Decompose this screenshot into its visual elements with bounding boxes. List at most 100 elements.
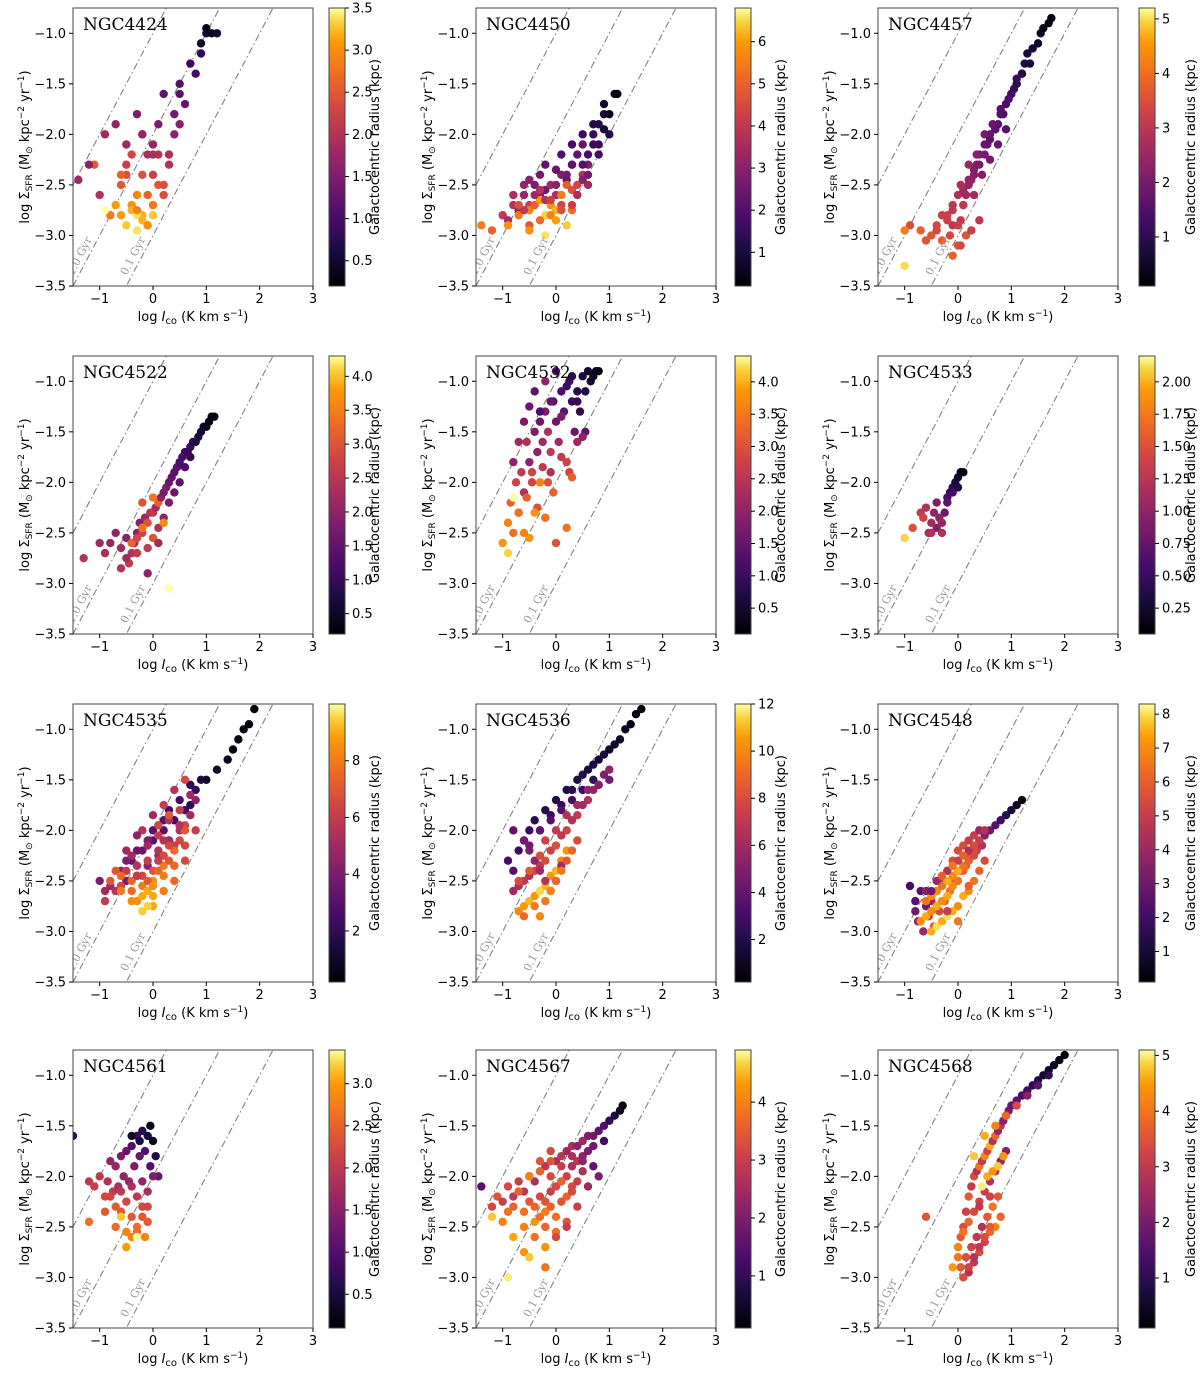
scatter-point (1001, 125, 1011, 134)
axes-frame (877, 355, 1119, 635)
colorbar-label: Galactocentric radius (kpc) (774, 59, 789, 235)
scatter-point (557, 412, 566, 421)
x-tick-label: 2 (256, 640, 264, 655)
scatter-point (122, 553, 131, 563)
scatter-point (106, 1157, 115, 1166)
y-tick-label: −1.0 (437, 723, 469, 738)
scatter-point (514, 200, 523, 210)
scatter-point (937, 236, 947, 245)
scatter-point (146, 1121, 155, 1131)
scatter-point (546, 871, 555, 881)
scatter-point (525, 826, 534, 835)
y-axis-label: log ΣSFR (M⊙ kpc−2 yr−1) (822, 766, 840, 919)
scatter-point (148, 881, 158, 891)
colorbar-tick-label: 6 (352, 811, 360, 826)
y-axis-label: log ΣSFR (M⊙ kpc−2 yr−1) (17, 1112, 35, 1265)
scatter-point (916, 917, 925, 926)
scatter-point (575, 407, 585, 416)
scatter-point (525, 175, 534, 185)
colorbar-tick-label: 2.5 (758, 472, 779, 487)
scatter-point (959, 1227, 968, 1237)
y-tick-label: −1.5 (839, 425, 871, 440)
scatter-point (138, 523, 147, 533)
scatter-point (937, 518, 947, 527)
scatter-point (535, 886, 545, 896)
colorbar-tick-label: 8 (758, 792, 766, 807)
scatter-point (535, 417, 545, 426)
x-tick-label: 2 (1061, 1334, 1069, 1349)
scatter-point (589, 1131, 598, 1141)
scatter-point (583, 366, 593, 376)
scatter-point (988, 120, 997, 129)
scatter-point (993, 1192, 1003, 1201)
scatter-point (562, 180, 571, 190)
scatter-point (551, 795, 561, 805)
scatter-point (519, 417, 529, 426)
scatter-point (964, 836, 973, 845)
y-tick-label: −1.5 (437, 77, 469, 92)
scatter-point (535, 1192, 545, 1201)
scatter-point (175, 120, 184, 129)
colorbar (328, 1049, 346, 1329)
x-tick-label: −1 (895, 1334, 914, 1349)
scatter-point (100, 886, 110, 896)
x-tick-label: 3 (309, 1334, 317, 1349)
scatter-point (615, 735, 625, 744)
x-tick-label: 1 (1007, 640, 1015, 655)
scatter-point (180, 463, 190, 472)
scatter-point (562, 811, 571, 820)
scatter-point (583, 785, 593, 795)
colorbar-tick-label: 4.0 (758, 375, 779, 390)
scatter-point (530, 1202, 539, 1211)
scatter-point (567, 1182, 577, 1191)
depletion-line-0 (930, 1050, 1079, 1328)
scatter-point (1028, 44, 1037, 53)
y-tick-label: −2.0 (437, 476, 469, 491)
scatter-point (210, 412, 219, 421)
scatter-point (535, 170, 545, 179)
x-axis-label: log Ico (K km s−1) (541, 1351, 652, 1369)
scatter-point (1012, 74, 1021, 83)
colorbar-tick-label: 3.0 (352, 1077, 373, 1092)
scatter-point (127, 538, 136, 548)
scatter-point (594, 780, 603, 790)
panel-title: NGC4567 (486, 1057, 571, 1077)
x-tick-label: 3 (1114, 292, 1122, 307)
scatter-point (148, 493, 158, 502)
scatter-point (164, 856, 174, 865)
scatter-point (964, 160, 973, 169)
panel-title: NGC4548 (888, 711, 973, 731)
scatter-point (567, 185, 577, 195)
colorbar-tick-label: 4 (758, 119, 766, 134)
scatter-point (557, 805, 566, 815)
scatter-point (567, 473, 577, 482)
scatter-point (948, 861, 957, 870)
x-tick-label: 3 (1114, 640, 1122, 655)
scatter-point (525, 226, 534, 235)
scatter-point (940, 508, 949, 517)
colorbar-tick-label: 1.0 (352, 573, 373, 588)
scatter-point (132, 1192, 142, 1201)
scatter-point (159, 861, 168, 870)
scatter-point (487, 226, 497, 235)
scatter-point (937, 896, 947, 906)
scatter-point (583, 170, 593, 179)
scatter-point (170, 876, 179, 886)
colorbar (1138, 1049, 1156, 1329)
scatter-point (122, 856, 131, 865)
scatter-point (186, 790, 195, 800)
scatter-point (610, 1111, 619, 1120)
colorbar-tick-label: 1.0 (352, 1246, 373, 1261)
scatter-point (605, 109, 614, 119)
scatter-point (493, 1192, 502, 1201)
x-tick-label: 0 (149, 1334, 157, 1349)
scatter-point (122, 846, 131, 855)
scatter-point (519, 205, 529, 215)
colorbar (328, 703, 346, 983)
scatter-point (948, 1263, 957, 1272)
scatter-point (535, 407, 545, 416)
scatter-point (605, 775, 614, 785)
scatter-point (562, 457, 571, 467)
scatter-point (116, 886, 126, 896)
depletion-line-0 (930, 704, 1079, 982)
